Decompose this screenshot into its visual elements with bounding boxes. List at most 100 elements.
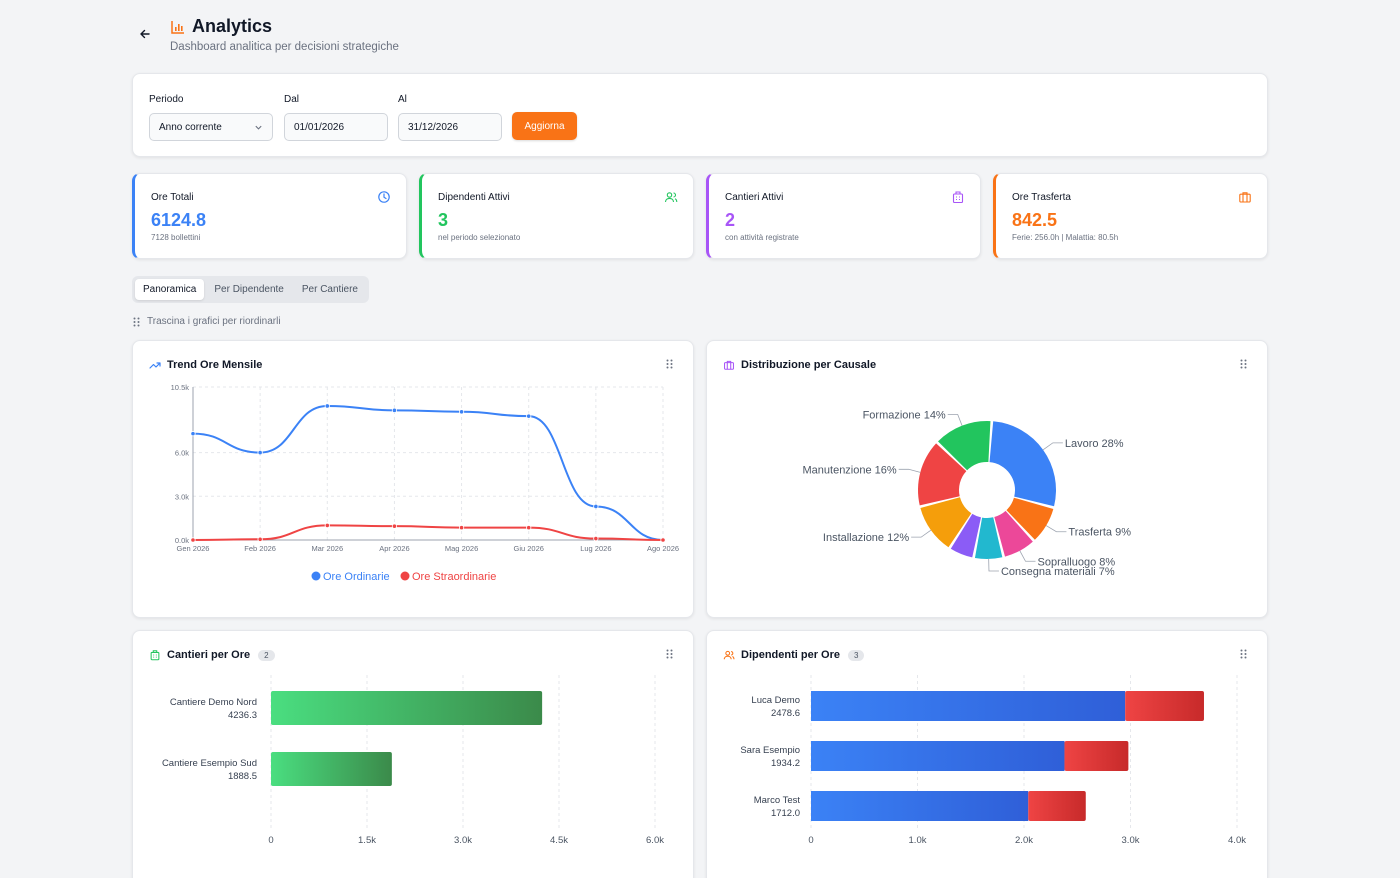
back-button[interactable] xyxy=(132,16,158,52)
bar-value-label: 1934.2 xyxy=(771,758,800,769)
legend-marker xyxy=(311,571,321,581)
to-date-input[interactable]: 31/12/2026 xyxy=(398,113,502,141)
data-point xyxy=(257,449,263,456)
cantieri-title-text: Cantieri per Ore xyxy=(167,649,251,661)
chevron-down-icon xyxy=(255,125,262,130)
x-tick-label: Giu 2026 xyxy=(513,544,543,553)
kpi-label: Cantieri Attivi xyxy=(725,192,784,203)
page-header: Analytics Dashboard analitica per decisi… xyxy=(132,16,399,53)
bar-category-label: Cantiere Demo Nord xyxy=(170,697,257,708)
pie-slice xyxy=(974,517,1003,559)
data-point xyxy=(593,535,599,542)
pie-label: Consegna materiali 7% xyxy=(1001,566,1115,578)
tab-per-dipendente[interactable]: Per Dipendente xyxy=(214,284,284,295)
from-date-input[interactable]: 01/01/2026 xyxy=(284,113,388,141)
x-tick-label: Ago 2026 xyxy=(647,544,679,553)
period-select[interactable]: Anno corrente xyxy=(149,113,273,141)
briefcase-icon xyxy=(1239,192,1251,203)
bar-segment xyxy=(1125,691,1204,721)
x-tick-label: 3.0k xyxy=(454,835,472,846)
bar-category-label: Sara Esempio xyxy=(740,745,800,756)
view-tabs: Panoramica Per Dipendente Per Cantiere xyxy=(132,276,369,303)
update-button[interactable]: Aggiorna xyxy=(512,112,577,140)
bar-segment xyxy=(811,791,1029,821)
y-tick-label: 3.0k xyxy=(175,492,189,501)
tab-per-cantiere[interactable]: Per Cantiere xyxy=(301,284,358,295)
page-title: Analytics xyxy=(192,16,273,36)
kpi-label: Ore Trasferta xyxy=(1012,192,1071,203)
users-icon xyxy=(723,650,735,660)
x-tick-label: Lug 2026 xyxy=(580,544,611,553)
cantieri-chart-card: Cantieri per Ore 2 0 1.5k 3.0k 4.5k 6.0k Cant… xyxy=(132,630,694,878)
dipendenti-bar-chart: 0 1.0k 2.0k 3.0k 4.0k Luca Demo 2478.6 Sara Ese… xyxy=(740,675,1246,846)
drag-hint: Trascina i grafici per riordinarli xyxy=(133,316,281,327)
pie-leader-line xyxy=(911,529,932,538)
bar xyxy=(271,691,543,725)
data-point xyxy=(660,537,666,543)
data-point xyxy=(257,536,263,542)
pie-label: Formazione 14% xyxy=(863,409,946,421)
x-tick-label: 0 xyxy=(268,835,273,846)
filter-card: Periodo Anno corrente Dal 01/01/2026 Al … xyxy=(132,73,1268,157)
briefcase-icon xyxy=(724,360,734,370)
dipendenti-title: Dipendenti per Ore 3 xyxy=(723,649,865,661)
x-tick-label: Feb 2026 xyxy=(244,544,276,553)
bar-category-label: Marco Test xyxy=(754,795,801,806)
data-point xyxy=(593,503,599,510)
x-tick-label: 0 xyxy=(808,835,813,846)
pie-slice xyxy=(1006,497,1054,540)
bar-value-label: 1888.5 xyxy=(228,771,257,782)
data-point xyxy=(391,523,398,529)
kpi-sub: nel periodo selezionato xyxy=(438,233,521,242)
trend-chart-card: Trend Ore Mensile 0.0k 3.0k 6.0k 10.5k Gen 2… xyxy=(132,340,694,618)
x-tick-label: Apr 2026 xyxy=(379,544,409,553)
from-label: Dal xyxy=(284,94,300,105)
kpi-card-trasferta: Ore Trasferta 842.5 Ferie: 256.0h | Mala… xyxy=(993,173,1268,259)
arrow-left-icon xyxy=(140,29,150,39)
series-line xyxy=(192,404,664,541)
y-tick-label: 10.5k xyxy=(171,383,190,392)
x-tick-label: Mar 2026 xyxy=(311,544,343,553)
page-subtitle: Dashboard analitica per decisioni strate… xyxy=(170,41,399,53)
y-tick-label: 0.0k xyxy=(175,536,189,545)
data-point xyxy=(391,407,398,413)
dipendenti-chart-card: Dipendenti per Ore 3 0 1.0k 2.0k 3.0k 4.0k Lu… xyxy=(706,630,1268,878)
legend-label: Ore Ordinarie xyxy=(323,571,390,583)
kpi-value: 3 xyxy=(438,210,449,230)
pie-slice xyxy=(918,443,967,506)
to-group: Al 31/12/2026 xyxy=(398,94,502,141)
kpi-card-ore-totali: Ore Totali 6124.8 7128 bollettini xyxy=(132,173,407,259)
bar-segment xyxy=(811,691,1126,721)
pie-slice xyxy=(920,497,972,548)
cantieri-bar-chart: 0 1.5k 3.0k 4.5k 6.0k Cantiere Demo Nord 4236.… xyxy=(162,675,664,846)
x-tick-label: Mag 2026 xyxy=(445,544,478,553)
pie-leader-line xyxy=(947,414,963,426)
drag-handle-icon[interactable] xyxy=(666,359,673,369)
bar-segment xyxy=(1064,741,1129,771)
users-icon xyxy=(664,192,678,203)
pie-leader-line xyxy=(1019,550,1036,562)
pie-label: Sopralluogo 8% xyxy=(1038,556,1116,568)
pie-label: Installazione 12% xyxy=(823,532,909,544)
drag-handle-icon[interactable] xyxy=(1240,359,1247,369)
period-value: Anno corrente xyxy=(159,121,222,133)
trending-up-icon xyxy=(149,362,161,369)
drag-hint-text: Trascina i grafici per riordinarli xyxy=(147,316,281,327)
kpi-card-dipendenti: Dipendenti Attivi 3 nel periodo selezion… xyxy=(419,173,694,259)
data-point xyxy=(190,431,196,437)
y-tick-label: 6.0k xyxy=(175,449,189,458)
pie-label: Trasferta 9% xyxy=(1068,527,1131,539)
x-tick-label: 2.0k xyxy=(1015,835,1033,846)
period-label: Periodo xyxy=(149,94,184,105)
pie-slice xyxy=(950,513,982,558)
bar-segment xyxy=(1028,791,1086,821)
drag-handle-icon[interactable] xyxy=(666,649,673,659)
distribution-title: Distribuzione per Causale xyxy=(723,359,876,371)
tab-panoramica[interactable]: Panoramica xyxy=(135,279,205,300)
drag-handle-icon[interactable] xyxy=(1240,649,1247,659)
distribution-title-text: Distribuzione per Causale xyxy=(741,359,877,371)
trend-line-chart: 0.0k 3.0k 6.0k 10.5k Gen 2026 Feb 2026 Mar 202… xyxy=(171,383,679,583)
x-tick-label: 1.5k xyxy=(358,835,376,846)
kpi-card-cantieri: Cantieri Attivi 2 con attività registrat… xyxy=(706,173,981,259)
x-tick-label: 4.5k xyxy=(550,835,568,846)
